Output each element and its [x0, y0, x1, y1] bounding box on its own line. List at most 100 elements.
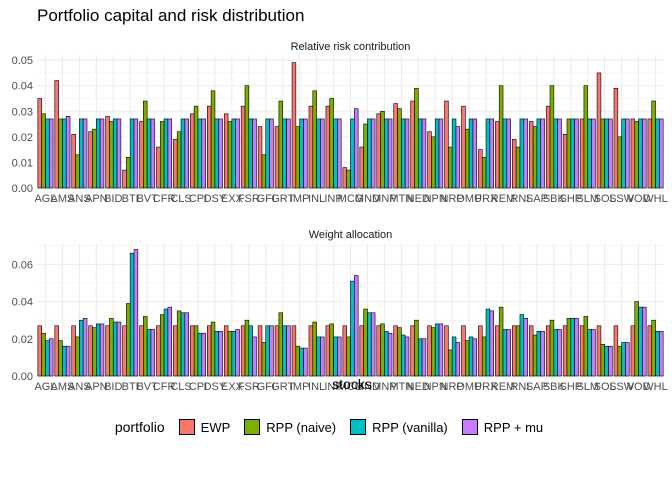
bar-rpp-mu-agl [48, 338, 54, 377]
legend-item-rpp-naive: RPP (naive) [244, 419, 336, 435]
bar-rpp-mu-mtn [404, 336, 410, 377]
bar-rpp-mu-whl [659, 331, 664, 377]
bar-rpp-mu-omu [472, 338, 478, 377]
bar-rpp-naive-inl [312, 90, 317, 189]
bar-ewp-inp [325, 325, 331, 377]
x-tick-label: SBK [543, 193, 566, 205]
bar-ewp-sol [596, 325, 602, 377]
bar-rpp-vanilla-inl [316, 336, 321, 377]
panel-relative-risk: Relative risk contribution 0.00 0.01 0.02 0.… [12, 41, 668, 205]
bar-rpp-mu-inp [337, 118, 342, 189]
bar-ewp-omu [461, 325, 466, 377]
bar-ewp-exx [223, 113, 229, 189]
bar-rpp-vanilla-exx [231, 331, 236, 377]
bar-rpp-vanilla-slm [587, 329, 592, 377]
bar-rpp-vanilla-imp [299, 347, 304, 377]
bar-rpp-vanilla-npn [434, 118, 440, 189]
bar-rpp-mu-rem [506, 329, 511, 377]
x-tick-label: SSW [609, 193, 635, 205]
bar-rpp-naive-cls [176, 131, 182, 189]
bar-rpp-vanilla-gfi [265, 118, 270, 189]
bar-ewp-cfr [156, 146, 161, 189]
bar-ewp-bvt [139, 325, 144, 377]
y-tick-label: 0.05 [12, 55, 33, 67]
bar-rpp-mu-mcg [354, 275, 359, 377]
bar-rpp-vanilla-shp [570, 318, 575, 377]
bar-rpp-mu-rni [523, 318, 528, 377]
bar-ewp-grt [274, 126, 280, 189]
bar-rpp-naive-mtn [397, 327, 402, 377]
bar-ewp-mnd [359, 146, 364, 189]
bar-rpp-vanilla-exx [231, 118, 236, 189]
bar-rpp-mu-dsy [218, 118, 223, 189]
bar-rpp-vanilla-ned [417, 338, 423, 377]
bar-ewp-agl [37, 325, 42, 377]
x-tick-label: MCG [338, 193, 364, 205]
bar-rpp-vanilla-mnp [384, 118, 389, 189]
bar-rpp-mu-sol [608, 345, 613, 377]
bar-rpp-naive-ssw [617, 136, 622, 189]
bar-rpp-vanilla-cls [180, 312, 186, 377]
bar-rpp-mu-bti [133, 118, 139, 189]
bar-rpp-mu-mnd [370, 118, 376, 189]
bar-ewp-exx [223, 325, 229, 377]
bar-ewp-npn [427, 131, 432, 189]
x-tick-label: IMP [290, 381, 310, 393]
bar-rpp-naive-rni [515, 146, 521, 189]
bar-ewp-nrp [444, 325, 449, 377]
bar-rpp-naive-sol [600, 344, 605, 377]
bar-rpp-vanilla-vod [638, 306, 643, 377]
x-tick-label: FSR [238, 381, 260, 393]
x-tick-label: SLM [576, 381, 599, 393]
y-tick-label: 0.06 [12, 259, 33, 271]
bar-rpp-naive-dsy [210, 321, 216, 377]
bar-rpp-naive-bid [109, 318, 114, 377]
x-tick-label: MTN [389, 193, 413, 205]
bar-rpp-mu-vod [642, 306, 647, 377]
bar-rpp-vanilla-ssw [621, 118, 626, 189]
bar-rpp-mu-mcg [354, 108, 359, 189]
bar-ewp-gfi [257, 325, 263, 377]
bar-rpp-naive-mcg [346, 169, 351, 189]
bar-rpp-mu-sbk [557, 118, 562, 189]
y-tick-label: 0.02 [12, 334, 33, 346]
bar-ewp-bti [122, 325, 127, 377]
bar-ewp-mnp [376, 113, 381, 189]
x-tick-label: OMU [456, 381, 482, 393]
bar-rpp-naive-sap [532, 126, 538, 189]
bar-rpp-naive-rem [498, 85, 504, 189]
bar-rpp-naive-shp [566, 118, 572, 189]
legend-title: portfolio [114, 419, 165, 435]
y-tick-label: 0.02 [12, 132, 33, 144]
bar-rpp-mu-ssw [625, 342, 630, 377]
bar-rpp-vanilla-apn [96, 118, 101, 189]
bar-rpp-naive-cls [176, 310, 182, 377]
bar-rpp-naive-fsr [244, 85, 250, 189]
bar-rpp-naive-bti [126, 157, 131, 189]
bar-rpp-mu-apn [99, 118, 105, 189]
bar-ewp-ams [54, 80, 59, 189]
x-tick-label: CLS [170, 193, 191, 205]
bar-ewp-whl [647, 118, 653, 189]
bar-rpp-naive-sbk [549, 319, 555, 377]
bar-ewp-bid [105, 116, 110, 189]
x-tick-label: NPN [424, 381, 447, 393]
y-tick-label: 0.00 [12, 183, 33, 195]
bar-ewp-apn [88, 131, 93, 189]
bar-ewp-ams [54, 325, 59, 377]
bar-rpp-mu-cpi [201, 118, 206, 189]
bar-ewp-ans [71, 133, 76, 189]
bar-rpp-vanilla-sol [604, 118, 609, 189]
x-tick-label: INL [308, 381, 325, 393]
bar-rpp-vanilla-sbk [553, 118, 558, 189]
x-tick-label: NRP [441, 381, 464, 393]
bar-ewp-rem [495, 121, 500, 189]
bar-rpp-mu-imp [303, 118, 308, 189]
bar-ewp-rni [512, 325, 517, 377]
bar-rpp-naive-grt [278, 312, 284, 377]
x-tick-label: APN [85, 193, 108, 205]
bar-ewp-rni [512, 139, 517, 189]
x-tick-label: MTN [389, 381, 413, 393]
bar-rpp-mu-imp [303, 347, 308, 377]
